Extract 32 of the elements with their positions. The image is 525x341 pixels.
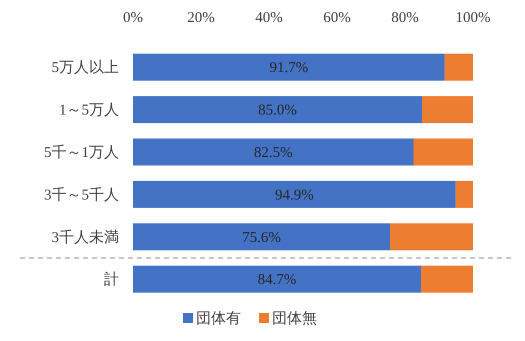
bar: [133, 138, 414, 166]
data-label: 94.9%: [274, 187, 314, 204]
data-label: 91.7%: [270, 60, 308, 76]
x-tick-label: 80%: [391, 10, 419, 26]
bar: [133, 96, 422, 124]
bar: [414, 138, 473, 166]
data-label: 84.7%: [258, 272, 296, 288]
bar: [456, 180, 473, 208]
y-tick-label: 3千～5千人: [44, 186, 119, 204]
bar: [422, 96, 473, 124]
x-tick-label: 100%: [456, 10, 490, 26]
bar: [133, 180, 456, 208]
data-label: 85.0%: [258, 102, 297, 119]
y-tick-label: 計: [104, 271, 119, 288]
legend-label: 団体有: [196, 310, 241, 327]
x-tick-label: 40%: [255, 10, 283, 26]
y-tick-label: 5万人以上: [52, 59, 119, 76]
x-tick-label: 0%: [123, 10, 143, 26]
x-tick-label: 60%: [323, 10, 351, 26]
bar: [420, 266, 473, 293]
data-label: 75.6%: [242, 230, 281, 246]
y-tick-label: 3千人未満: [52, 228, 119, 246]
y-tick-label: 1～5万人: [59, 102, 119, 119]
data-label: 82.5%: [254, 145, 293, 161]
bar: [133, 223, 390, 250]
bar: [390, 223, 473, 250]
y-tick-label: 5千～1万人: [44, 144, 119, 161]
x-tick-label: 20%: [187, 10, 215, 26]
legend-label: 団体無: [272, 310, 317, 327]
bar: [444, 54, 473, 81]
bar: [133, 266, 421, 293]
bar: [133, 54, 445, 81]
